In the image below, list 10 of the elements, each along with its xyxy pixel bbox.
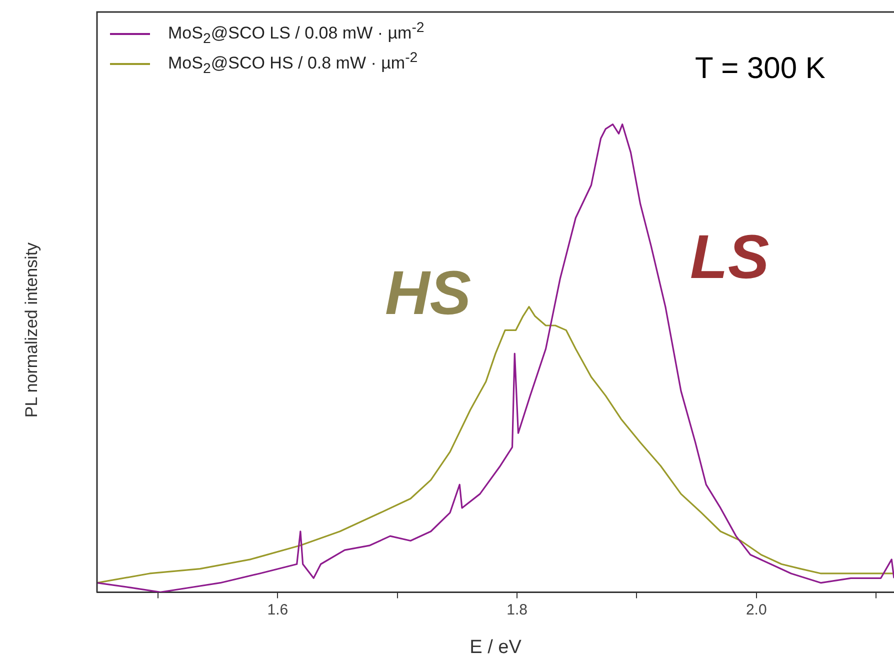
x-tick-label: 1.6 [267,601,288,618]
annotation: LS [690,222,770,293]
x-axis-title: E / eV [470,636,522,658]
text: T = 300 K [695,52,826,86]
annotation: HS [385,258,472,329]
x-tick-label: 2.0 [746,601,767,618]
legend-label: MoS$_{2}$@SCO HS / 0.8 mW · µm$^{-2}$ [168,50,418,78]
x-tick-label: 1.8 [506,601,528,618]
legend-label: MoS$_{2}$@SCO LS / 0.08 mW · µm$^{-2}$ [168,20,424,48]
y-axis-title: PL normalized intensity [22,242,42,418]
